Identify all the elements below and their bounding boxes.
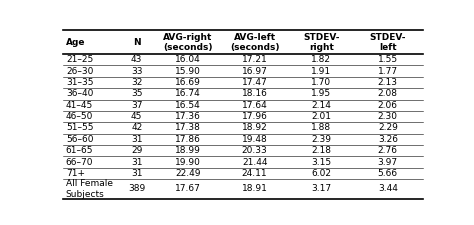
Text: 2.29: 2.29 <box>378 124 398 133</box>
Text: 17.36: 17.36 <box>175 112 201 121</box>
Text: 37: 37 <box>131 101 143 110</box>
Text: 2.13: 2.13 <box>378 78 398 87</box>
Text: 66–70: 66–70 <box>66 158 93 167</box>
Text: AVG-right
(seconds): AVG-right (seconds) <box>163 33 213 52</box>
Text: 33: 33 <box>131 67 143 76</box>
Text: 2.08: 2.08 <box>378 89 398 98</box>
Text: 3.17: 3.17 <box>311 184 331 193</box>
Text: 51–55: 51–55 <box>66 124 93 133</box>
Text: 31: 31 <box>131 158 143 167</box>
Text: 6.02: 6.02 <box>311 169 331 178</box>
Text: 2.76: 2.76 <box>378 146 398 155</box>
Text: 31: 31 <box>131 169 143 178</box>
Text: 41–45: 41–45 <box>66 101 93 110</box>
Text: 18.91: 18.91 <box>242 184 267 193</box>
Text: 15.90: 15.90 <box>175 67 201 76</box>
Text: 18.92: 18.92 <box>242 124 267 133</box>
Text: 3.15: 3.15 <box>311 158 331 167</box>
Text: 18.16: 18.16 <box>242 89 267 98</box>
Text: 2.14: 2.14 <box>311 101 331 110</box>
Text: 1.91: 1.91 <box>311 67 331 76</box>
Text: 17.96: 17.96 <box>242 112 267 121</box>
Text: 2.39: 2.39 <box>311 135 331 144</box>
Text: 36–40: 36–40 <box>66 89 93 98</box>
Text: 5.66: 5.66 <box>378 169 398 178</box>
Text: 1.88: 1.88 <box>311 124 331 133</box>
Text: 16.69: 16.69 <box>175 78 201 87</box>
Text: 19.48: 19.48 <box>242 135 267 144</box>
Text: 17.21: 17.21 <box>242 55 267 64</box>
Text: 21.44: 21.44 <box>242 158 267 167</box>
Text: 17.64: 17.64 <box>242 101 267 110</box>
Text: 3.97: 3.97 <box>378 158 398 167</box>
Text: STDEV-
left: STDEV- left <box>370 33 406 52</box>
Text: 24.11: 24.11 <box>242 169 267 178</box>
Text: 31: 31 <box>131 135 143 144</box>
Text: 21–25: 21–25 <box>66 55 93 64</box>
Text: 2.18: 2.18 <box>311 146 331 155</box>
Text: 22.49: 22.49 <box>175 169 201 178</box>
Text: 17.47: 17.47 <box>242 78 267 87</box>
Text: 2.30: 2.30 <box>378 112 398 121</box>
Text: 389: 389 <box>128 184 146 193</box>
Text: 31–35: 31–35 <box>66 78 93 87</box>
Text: 35: 35 <box>131 89 143 98</box>
Text: STDEV-
right: STDEV- right <box>303 33 339 52</box>
Text: 56–60: 56–60 <box>66 135 93 144</box>
Text: 19.90: 19.90 <box>175 158 201 167</box>
Text: 3.44: 3.44 <box>378 184 398 193</box>
Text: 1.82: 1.82 <box>311 55 331 64</box>
Text: 71+: 71+ <box>66 169 85 178</box>
Text: 16.97: 16.97 <box>242 67 267 76</box>
Text: 42: 42 <box>131 124 142 133</box>
Text: 17.67: 17.67 <box>175 184 201 193</box>
Text: 17.86: 17.86 <box>175 135 201 144</box>
Text: 29: 29 <box>131 146 142 155</box>
Text: AVG-left
(seconds): AVG-left (seconds) <box>230 33 279 52</box>
Text: 16.54: 16.54 <box>175 101 201 110</box>
Text: 17.38: 17.38 <box>175 124 201 133</box>
Text: 43: 43 <box>131 55 142 64</box>
Text: 20.33: 20.33 <box>242 146 267 155</box>
Text: 2.06: 2.06 <box>378 101 398 110</box>
Text: 32: 32 <box>131 78 142 87</box>
Text: 61–65: 61–65 <box>66 146 93 155</box>
Text: 45: 45 <box>131 112 142 121</box>
Text: Age: Age <box>66 38 85 47</box>
Text: 1.55: 1.55 <box>378 55 398 64</box>
Text: N: N <box>133 38 140 47</box>
Text: 1.70: 1.70 <box>311 78 331 87</box>
Text: 18.99: 18.99 <box>175 146 201 155</box>
Text: 16.74: 16.74 <box>175 89 201 98</box>
Text: 2.01: 2.01 <box>311 112 331 121</box>
Text: All Female
Subjects: All Female Subjects <box>66 179 113 198</box>
Text: 1.77: 1.77 <box>378 67 398 76</box>
Text: 26–30: 26–30 <box>66 67 93 76</box>
Text: 1.95: 1.95 <box>311 89 331 98</box>
Text: 16.04: 16.04 <box>175 55 201 64</box>
Text: 46–50: 46–50 <box>66 112 93 121</box>
Text: 3.26: 3.26 <box>378 135 398 144</box>
